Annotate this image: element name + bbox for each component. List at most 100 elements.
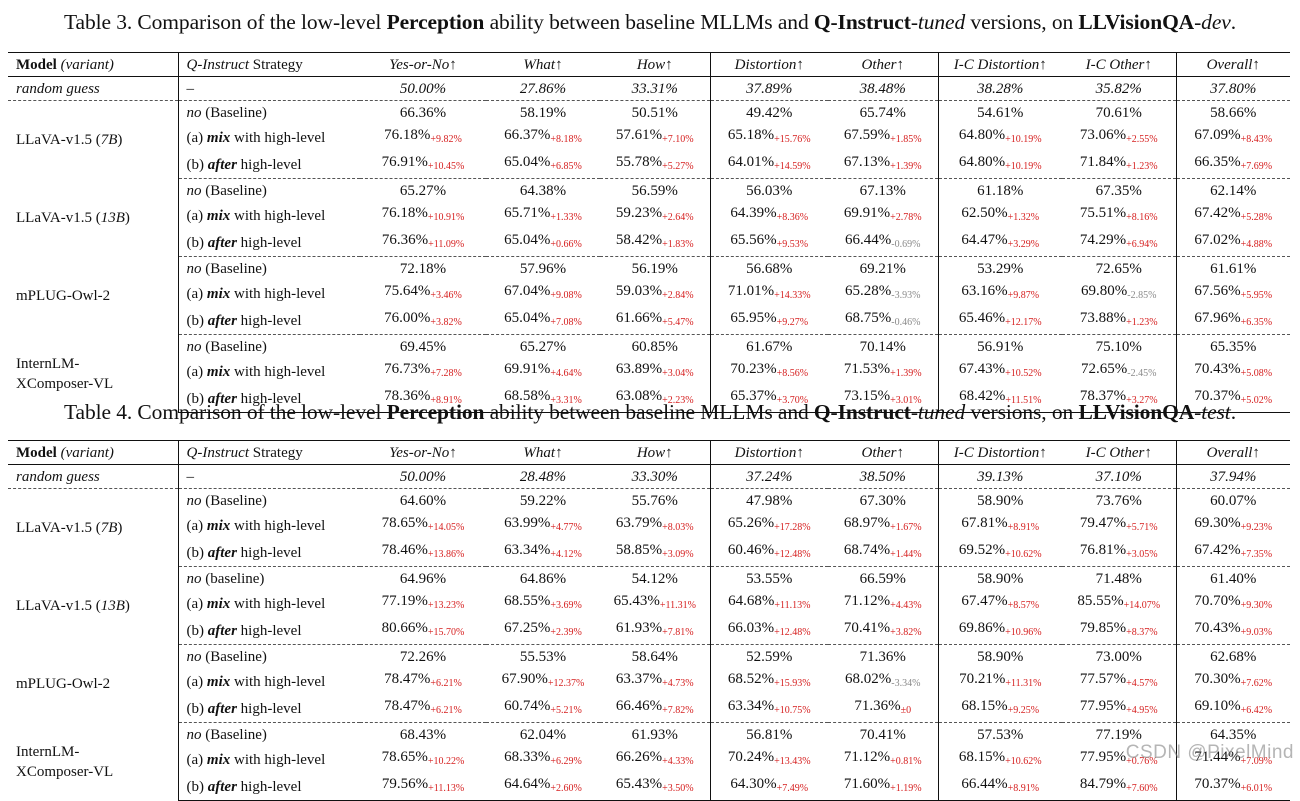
table-row: mPLUG-Owl-2 no (Baseline) 72.26% 55.53% 58.6… xyxy=(8,644,1290,692)
table-row: InternLM- XComposer-VL no (Baseline) 68.43%… xyxy=(8,722,1290,780)
value: 56.19% xyxy=(631,260,678,277)
value-cell: 79.56%+11.13% xyxy=(360,773,486,801)
strategy-keyword-wrap: mix xyxy=(207,518,230,534)
value: 61.18% xyxy=(977,182,1024,199)
random-guess-value: 27.86% xyxy=(486,76,600,101)
value-cell: 69.91%+2.78% xyxy=(828,202,938,229)
delta-value: +2.84% xyxy=(662,290,694,301)
value: 69.91% xyxy=(843,205,891,221)
model-name-text: LLaVA-v1.5 ( xyxy=(16,131,101,148)
value: 64.35% xyxy=(1210,726,1257,743)
value: 77.95% xyxy=(1079,698,1127,714)
value-cell: 69.80%-2.85% xyxy=(1062,280,1176,307)
value-cell: 70.30%+7.62% xyxy=(1175,668,1290,695)
delta-value: +4.64% xyxy=(550,368,582,379)
value: 56.59% xyxy=(631,182,678,199)
strategy-prefix: (b) xyxy=(186,700,208,717)
delta-value: +11.09% xyxy=(428,239,465,250)
model-size: 13B xyxy=(100,597,125,614)
value-cell: 65.37%+3.70% xyxy=(709,385,828,413)
value-cell: 58.90% xyxy=(937,488,1062,512)
table4-caption: Table 4. Comparison of the low-level Per… xyxy=(0,400,1300,425)
delta-value: +8.37% xyxy=(1126,627,1158,638)
model-name-line1: InternLM- xyxy=(16,743,80,760)
delta-value: +10.19% xyxy=(1005,161,1042,172)
caption-italic1: -tuned xyxy=(910,10,966,34)
model-name: LLaVA-v1.5 (7B) xyxy=(8,489,178,567)
delta-value: +12.17% xyxy=(1005,317,1042,328)
delta-value: +7.82% xyxy=(662,705,694,716)
value: 71.48% xyxy=(1095,570,1142,587)
delta-value: +8.56% xyxy=(776,368,809,379)
delta-value: +2.64% xyxy=(662,212,694,223)
value: 79.56% xyxy=(381,776,429,792)
header-col: Overall↑ xyxy=(1175,440,1290,465)
value: 67.25% xyxy=(504,620,551,636)
value-cell: 63.34%+4.12% xyxy=(486,539,600,567)
value: 67.30% xyxy=(859,492,906,509)
strategy-prefix: (a) xyxy=(186,207,207,224)
delta-value: +10.45% xyxy=(427,161,465,172)
strategy-keyword: after xyxy=(207,778,237,795)
value-cell: 79.47%+5.71% xyxy=(1062,512,1176,539)
strategy-text: with high-level xyxy=(230,595,326,612)
value: 71.84% xyxy=(1079,154,1127,170)
strategy-keyword: no xyxy=(186,182,202,199)
table-row: (a) mix with high-level 77.19%+13.23% 68.5… xyxy=(8,590,1290,617)
value: 65.04% xyxy=(504,232,551,248)
value-cell: 76.18%+10.91% xyxy=(360,202,486,229)
value: 58.90% xyxy=(977,648,1024,665)
value: 67.56% xyxy=(1194,283,1241,299)
value-cell: 59.03%+2.84% xyxy=(600,280,710,307)
value-cell: 70.37%+6.01% xyxy=(1175,773,1290,801)
delta-value: +6.42% xyxy=(1240,705,1273,716)
value-cell: 70.41%+3.82% xyxy=(828,617,938,645)
value-cell: 64.39%+8.36% xyxy=(709,202,828,229)
value: 70.41% xyxy=(843,620,891,636)
strategy-keyword: no xyxy=(186,104,202,121)
table-row: (b) after high-level 80.66%+15.70% 67.25%+… xyxy=(8,617,1290,645)
value-cell: 47.98% xyxy=(709,488,828,512)
value-cell: 61.93% xyxy=(600,723,710,747)
value: 70.30% xyxy=(1194,671,1241,687)
value: 64.80% xyxy=(958,154,1006,170)
value-cell: 68.15%+10.62% xyxy=(937,746,1062,773)
strategy-cell: no (Baseline) xyxy=(177,334,360,358)
header-col: Other↑ xyxy=(828,440,938,465)
value-cell: 71.36% xyxy=(828,645,938,669)
value-cell: 64.96% xyxy=(360,567,486,591)
value-cell: 55.76% xyxy=(600,489,710,513)
delta-value: +3.50% xyxy=(662,783,694,794)
value-cell: 53.29% xyxy=(937,256,1062,280)
value-cell: 65.35% xyxy=(1175,334,1290,358)
value-cell: 71.12%+4.43% xyxy=(828,590,938,617)
delta-value: +8.91% xyxy=(430,395,462,406)
delta-value: +14.59% xyxy=(774,161,811,172)
random-guess-value: 37.94% xyxy=(1175,464,1290,489)
value: 63.79% xyxy=(615,515,663,531)
delta-value: +2.23% xyxy=(662,395,694,406)
delta-value: +3.05% xyxy=(1126,549,1158,560)
model-name-text: LLaVA-v1.5 ( xyxy=(16,519,101,536)
model-name: LLaVA-v1.5 (7B) xyxy=(8,101,178,179)
value-cell: 65.71%+1.33% xyxy=(486,202,600,229)
model-name-line2: XComposer-VL xyxy=(16,375,114,392)
value-cell: 61.18% xyxy=(937,178,1062,202)
value: 65.95% xyxy=(730,310,777,326)
value: 72.65% xyxy=(1095,260,1142,277)
random-guess-label: random guess xyxy=(8,464,178,489)
delta-value: +9.53% xyxy=(776,239,809,250)
strategy-keyword: no xyxy=(186,726,202,743)
value-cell: 67.81%+8.91% xyxy=(937,512,1062,539)
delta-value: +3.01% xyxy=(890,395,922,406)
delta-value: +4.12% xyxy=(550,549,582,560)
caption-italic2: -test xyxy=(1194,400,1231,424)
strategy-text: high-level xyxy=(236,156,302,173)
strategy-keyword: mix xyxy=(206,207,231,224)
value: 56.68% xyxy=(746,260,793,277)
value-cell: 71.53%+1.39% xyxy=(828,358,938,385)
delta-value: +5.28% xyxy=(1240,212,1273,223)
strategy-keyword: no xyxy=(186,260,202,277)
delta-value: +1.83% xyxy=(662,239,694,250)
value: 73.88% xyxy=(1079,310,1127,326)
